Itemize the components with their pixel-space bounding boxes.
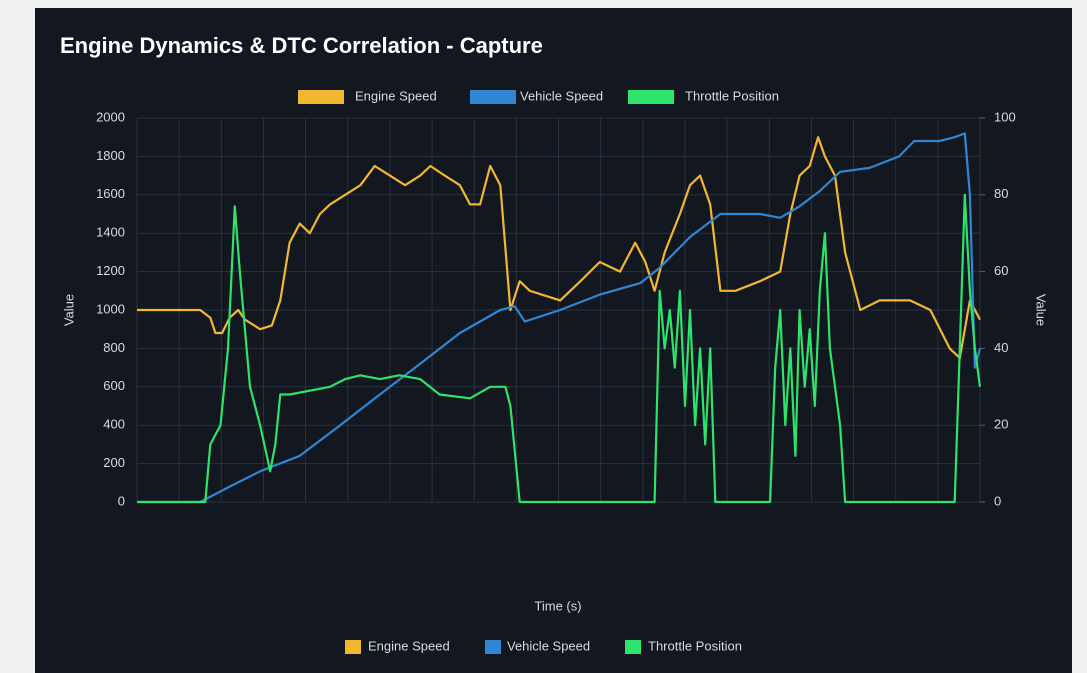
y2-tick-label: 0 — [994, 493, 1001, 508]
legend-label: Throttle Position — [685, 88, 779, 103]
y2-tick-label: 100 — [994, 109, 1016, 124]
y-tick-label: 400 — [103, 417, 125, 432]
legend-swatch — [625, 640, 641, 654]
y-axis-title: Value — [61, 294, 76, 326]
legend-label: Engine Speed — [368, 638, 450, 653]
y2-tick-label: 60 — [994, 263, 1008, 278]
legend-label: Throttle Position — [648, 638, 742, 653]
y-tick-label: 1800 — [96, 148, 125, 163]
y-tick-label: 200 — [103, 455, 125, 470]
legend-swatch — [485, 640, 501, 654]
legend-label: Vehicle Speed — [507, 638, 590, 653]
y-tick-label: 0 — [118, 493, 125, 508]
y-tick-label: 600 — [103, 378, 125, 393]
y2-tick-label: 20 — [994, 417, 1008, 432]
y2-tick-label: 40 — [994, 340, 1008, 355]
legend-label: Engine Speed — [355, 88, 437, 103]
series-line — [137, 136, 981, 360]
legend-swatch — [628, 90, 674, 104]
x-axis-title: Time (s) — [534, 598, 581, 613]
y-tick-label: 1200 — [96, 263, 125, 278]
y2-axis-title: Value — [1034, 294, 1049, 326]
y-tick-label: 1600 — [96, 186, 125, 201]
y-tick-label: 800 — [103, 340, 125, 355]
legend-swatch — [298, 90, 344, 104]
y-tick-label: 1000 — [96, 301, 125, 316]
legend-label: Vehicle Speed — [520, 88, 603, 103]
legend-swatch — [345, 640, 361, 654]
panel — [35, 8, 1072, 673]
y-tick-label: 2000 — [96, 109, 125, 124]
y2-tick-label: 80 — [994, 186, 1008, 201]
legend-swatch — [470, 90, 516, 104]
series-line — [137, 193, 982, 504]
chart-title: Engine Dynamics & DTC Correlation - Capt… — [60, 33, 543, 58]
y-tick-label: 1400 — [96, 225, 125, 240]
series-line — [137, 132, 982, 504]
